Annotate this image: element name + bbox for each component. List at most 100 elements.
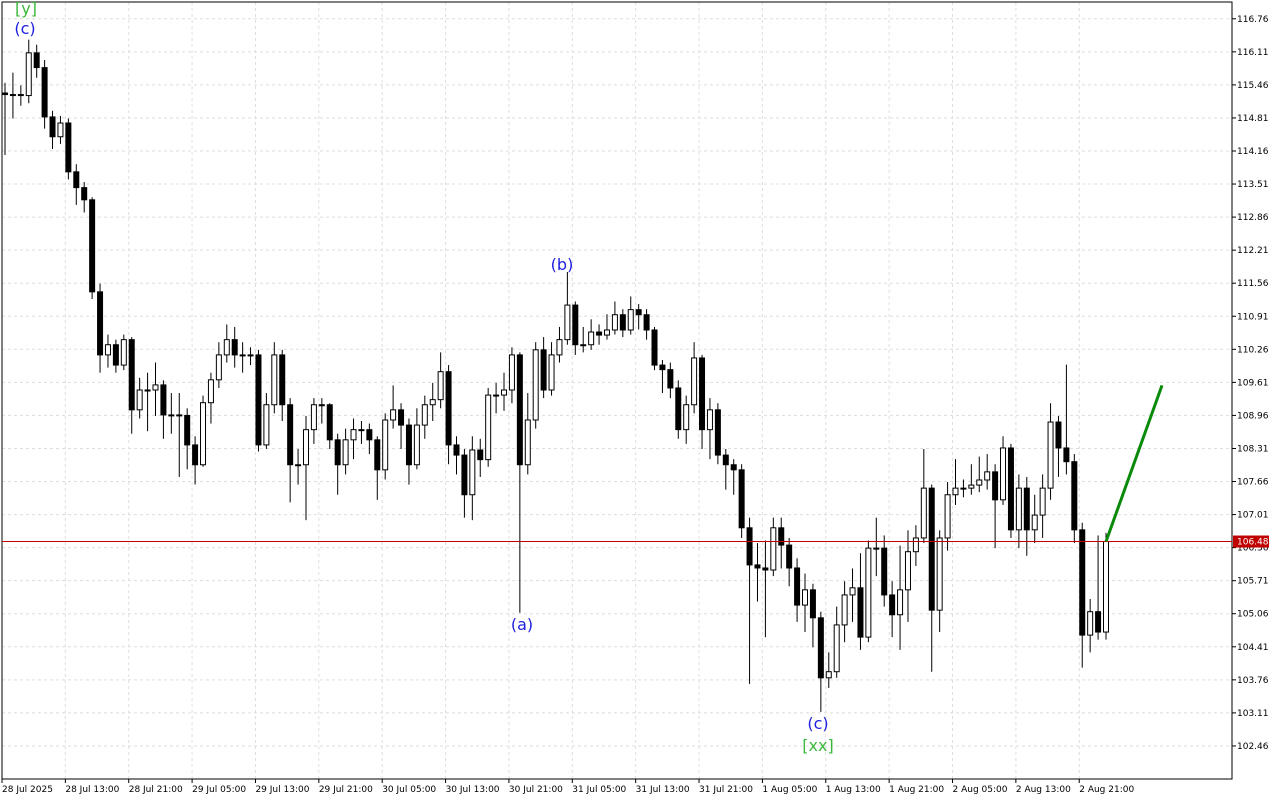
candle-body (802, 589, 809, 606)
candle-body (825, 671, 832, 679)
candle-body (255, 354, 262, 446)
plot (2, 39, 1109, 712)
candle-body (778, 527, 785, 546)
y-tick-label: 113.51 (1237, 180, 1269, 190)
x-tick-label: 28 Jul 21:00 (129, 785, 183, 795)
candle-body (1071, 461, 1078, 531)
candle-body (1015, 487, 1022, 531)
candle-body (928, 487, 935, 611)
candle-body (699, 357, 706, 431)
candle-body (984, 471, 991, 481)
candle-body (738, 469, 745, 529)
candle-body (461, 454, 468, 496)
candle-body (841, 594, 848, 626)
candle-body (120, 339, 127, 366)
candle-body (445, 371, 452, 446)
candle-body (770, 527, 777, 571)
y-tick-label: 105.71 (1237, 577, 1269, 587)
candle-body (873, 547, 880, 550)
x-tick-label: 1 Aug 05:00 (762, 785, 817, 795)
candle-body (659, 364, 666, 371)
x-tick-label: 29 Jul 21:00 (319, 785, 373, 795)
candle-body (1031, 514, 1038, 531)
wave-label: [y] (15, 0, 37, 18)
candle-body (239, 354, 246, 357)
candle-body (413, 424, 420, 466)
candle-body (184, 414, 191, 446)
candle-body (215, 354, 222, 381)
candle-body (706, 409, 713, 431)
candle-body (2, 92, 8, 96)
candle-body (33, 52, 40, 69)
y-tick-label: 116.76 (1237, 15, 1269, 25)
candle-body (263, 404, 270, 446)
y-tick-label: 111.56 (1237, 279, 1269, 289)
candle-body (390, 409, 397, 421)
y-tick-label: 116.11 (1237, 48, 1269, 58)
candle-body (1095, 611, 1102, 633)
y-tick-label: 114.81 (1237, 114, 1269, 124)
candle-body (603, 329, 610, 336)
candle-body (429, 399, 436, 406)
candle-body (857, 587, 864, 638)
y-tick-label: 108.31 (1237, 444, 1269, 454)
candle-body (508, 354, 515, 391)
candle-body (271, 354, 278, 406)
y-tick-label: 112.21 (1237, 246, 1269, 256)
candle-body (17, 94, 24, 97)
y-tick-label: 103.76 (1237, 676, 1269, 686)
candle-body (350, 429, 357, 441)
x-tick-label: 30 Jul 21:00 (509, 785, 563, 795)
candle-body (588, 331, 595, 346)
candle-body (532, 349, 539, 421)
x-tick-label: 29 Jul 05:00 (192, 785, 246, 795)
candle-body (952, 487, 959, 496)
candle-body (960, 487, 967, 490)
candle-body (992, 471, 999, 501)
candle-body (619, 314, 626, 331)
candle-body (89, 199, 96, 293)
candle-body (469, 449, 476, 496)
x-tick-label: 28 Jul 13:00 (65, 785, 119, 795)
candle-body (817, 617, 824, 679)
wave-label: (c) (14, 19, 35, 38)
candle-body (207, 379, 214, 404)
candle-body (112, 344, 119, 366)
candle-body (485, 394, 492, 461)
x-tick-label: 28 Jul 2025 (2, 785, 53, 795)
candle-body (635, 309, 642, 316)
grid (2, 2, 1232, 779)
wave-label: (a) (511, 615, 533, 634)
candle-body (580, 344, 587, 347)
candle-body (611, 314, 618, 331)
candle-body (754, 564, 761, 569)
projection-line (1104, 384, 1164, 543)
y-tick-label: 103.11 (1237, 709, 1269, 719)
candle-body (675, 387, 682, 431)
candle-body (358, 429, 365, 432)
candle-body (516, 354, 523, 466)
y-tick-label: 106.36 (1237, 544, 1269, 554)
candle-body (326, 404, 333, 441)
candle-body (1000, 447, 1007, 501)
candle-body (1007, 447, 1014, 531)
candle-body (398, 409, 405, 426)
candle-body (57, 122, 64, 138)
candle-body (881, 547, 888, 596)
candle-body (176, 414, 183, 417)
candle-body (1103, 541, 1109, 633)
wave-label: (c) (807, 714, 828, 733)
candle-body (279, 354, 286, 406)
candle-body (627, 309, 634, 331)
candle-body (833, 624, 840, 673)
y-tick-label: 109.61 (1237, 378, 1269, 388)
candle-body (310, 404, 317, 431)
candle-body (730, 464, 737, 471)
candle-body (564, 304, 571, 341)
candle-body (49, 116, 56, 138)
x-tick-label: 2 Aug 13:00 (1016, 785, 1071, 795)
candle-body (477, 449, 484, 461)
candle-body (722, 454, 729, 466)
candle-body (643, 314, 650, 331)
